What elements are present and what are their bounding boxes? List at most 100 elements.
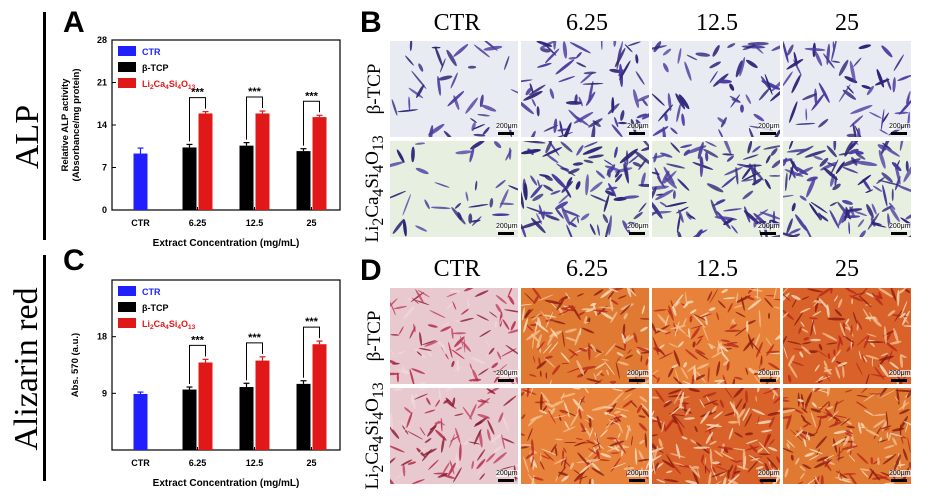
- scale-bar: [760, 479, 776, 482]
- scale-bar-label: 200μm: [889, 223, 911, 230]
- scale-bar: [760, 379, 776, 382]
- legend-swatch: [118, 302, 136, 312]
- x-tick-label: CTR: [131, 218, 150, 228]
- alp-micrograph-btcp-12-5: 200μm: [652, 41, 780, 137]
- scale-bar-label: 200μm: [758, 223, 780, 230]
- alizarin-micrograph-btcp-25-image: [783, 288, 911, 384]
- scale-bar: [891, 379, 907, 382]
- alizarin-micrograph-btcp-6-25-image: [521, 288, 649, 384]
- scale-bar: [760, 132, 776, 135]
- alp-micrograph-lcs-25: 200μm: [783, 141, 911, 237]
- y-axis-label: Abs. 570 (a.u.): [70, 333, 81, 397]
- alizarin-micrograph-btcp-12-5: 200μm: [652, 288, 780, 384]
- scale-bar-label: 200μm: [496, 123, 518, 130]
- alp-micrograph-lcs-6-25: 200μm: [521, 141, 649, 237]
- panel-letter-c: C: [63, 244, 85, 277]
- scale-bar: [498, 232, 514, 235]
- bar-li2ca4si4o13: [255, 113, 270, 210]
- column-header-25-b: 25: [835, 10, 859, 36]
- alizarin-micrograph-lcs-6-25-image: [521, 388, 649, 484]
- scale-bar-label: 200μm: [889, 370, 911, 377]
- legend-label: β-TCP: [142, 303, 169, 313]
- x-tick-label: 12.5: [246, 218, 264, 228]
- scale-bar-label: 200μm: [758, 370, 780, 377]
- alp-micrograph-lcs-12-5: 200μm: [652, 141, 780, 237]
- y-axis-label: Relative ALP activity(Absorbance/mg prot…: [60, 69, 82, 182]
- x-tick-label: CTR: [131, 458, 150, 468]
- alp-micrograph-btcp-ctr-image: [390, 41, 518, 137]
- legend-swatch: [118, 318, 136, 328]
- bar-li2ca4si4o13: [255, 360, 270, 450]
- alizarin-micrograph-lcs-ctr: 200μm: [390, 388, 518, 484]
- significance-label: ***: [305, 90, 319, 102]
- column-header-6-25-d: 6.25: [566, 256, 608, 282]
- bar-li2ca4si4o13: [312, 117, 327, 210]
- alizarin-divider-line: [43, 255, 46, 481]
- bar-tcp: [239, 145, 254, 210]
- y-tick-label: 0: [102, 205, 107, 215]
- plot-frame: [111, 279, 341, 451]
- bar-li2ca4si4o13: [198, 362, 213, 450]
- alp-side-label: ALP: [9, 104, 46, 170]
- alp-micrograph-lcs-12-5-image: [652, 141, 780, 237]
- significance-label: ***: [305, 316, 319, 328]
- column-header-12-5-b: 12.5: [696, 10, 738, 36]
- significance-bracket: [246, 342, 263, 381]
- significance-bracket: [189, 344, 206, 385]
- x-tick-label: 25: [306, 458, 316, 468]
- row-header-btcp-d: β-TCP: [364, 310, 385, 362]
- bar-tcp: [296, 383, 311, 450]
- x-axis-label: Extract Concentration (mg/mL): [153, 238, 300, 249]
- scale-bar-label: 200μm: [627, 123, 649, 130]
- bar-tcp: [182, 389, 197, 450]
- panel-letter-b: B: [360, 6, 382, 39]
- x-axis-label: Extract Concentration (mg/mL): [153, 478, 300, 489]
- significance-bracket: [303, 326, 320, 378]
- legend-swatch: [118, 62, 136, 72]
- alizarin-micrograph-lcs-12-5: 200μm: [652, 388, 780, 484]
- alp-micrograph-btcp-6-25-image: [521, 41, 649, 137]
- alp-micrograph-lcs-6-25-image: [521, 141, 649, 237]
- y-tick-label: 7: [102, 163, 107, 173]
- alizarin-micrograph-btcp-6-25: 200μm: [521, 288, 649, 384]
- y-tick-label: 9: [102, 388, 107, 398]
- alp-micrograph-btcp-25: 200μm: [783, 41, 911, 137]
- alp-micrograph-lcs-25-image: [783, 141, 911, 237]
- scale-bar-label: 200μm: [758, 123, 780, 130]
- x-tick-label: 12.5: [246, 458, 264, 468]
- bar-li2ca4si4o13: [312, 344, 327, 450]
- bar-tcp: [239, 387, 254, 450]
- scale-bar-label: 200μm: [627, 470, 649, 477]
- alizarin-side-label: Alizarin red: [8, 287, 45, 451]
- column-header-ctr-b: CTR: [433, 10, 481, 36]
- panel-letter-a: A: [63, 6, 85, 39]
- scale-bar-label: 200μm: [889, 470, 911, 477]
- alizarin-micrograph-btcp-25: 200μm: [783, 288, 911, 384]
- legend-swatch: [118, 46, 136, 56]
- alp-micrograph-lcs-ctr: 200μm: [390, 141, 518, 237]
- significance-label: ***: [248, 332, 262, 344]
- scale-bar-label: 200μm: [496, 470, 518, 477]
- y-tick-label: 14: [97, 120, 107, 130]
- scale-bar: [891, 479, 907, 482]
- scale-bar: [629, 232, 645, 235]
- scale-bar-label: 200μm: [889, 123, 911, 130]
- significance-bracket: [246, 96, 263, 140]
- bar-li2ca4si4o13: [198, 113, 213, 210]
- alizarin-micrograph-lcs-25-image: [783, 388, 911, 484]
- x-tick-label: 6.25: [189, 218, 207, 228]
- alp-bar-chart: 0 7 14 21 28 Relative ALP activity(Absorbance…: [60, 35, 341, 249]
- legend-label: CTR: [142, 47, 161, 57]
- alizarin-micrograph-lcs-25: 200μm: [783, 388, 911, 484]
- row-header-lcs-b: Li2Ca4Si4O13: [362, 135, 387, 243]
- legend-label: Li2 Ca4 Si4 O13: [142, 319, 196, 331]
- significance-label: ***: [191, 334, 205, 346]
- bar-ctr: [133, 393, 148, 450]
- significance-label: ***: [191, 87, 205, 99]
- scale-bar: [891, 232, 907, 235]
- significance-bracket: [303, 100, 320, 146]
- y-axis-label-line: Relative ALP activity: [60, 78, 71, 172]
- column-header-12-5-d: 12.5: [696, 256, 738, 282]
- alizarin-micrograph-btcp-ctr: 200μm: [390, 288, 518, 384]
- alp-micrograph-lcs-ctr-image: [390, 141, 518, 237]
